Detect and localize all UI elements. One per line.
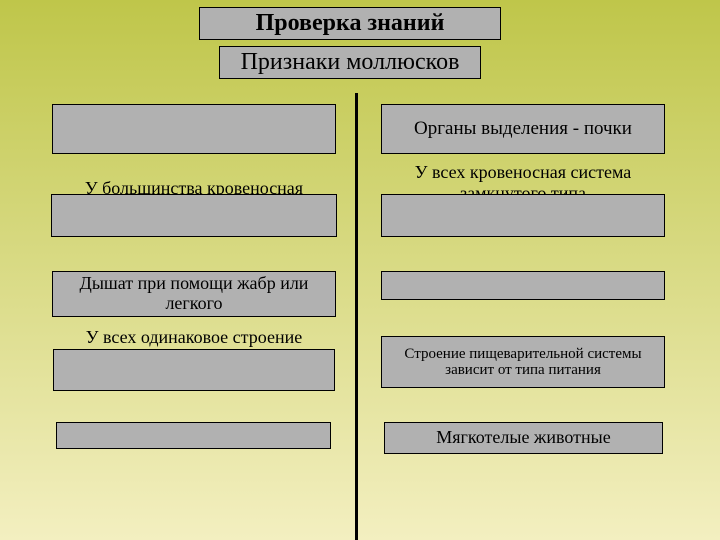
left-box-3 — [53, 349, 335, 391]
right-box-text-0: Органы выделения - почки — [414, 119, 632, 140]
center-divider — [355, 93, 358, 540]
stage: Проверка знаний Признаки моллюсков У бол… — [0, 0, 720, 540]
right-box-text-3: Строение пищеварительной системы зависит… — [388, 346, 658, 379]
right-box-text-4: Мягкотелые животные — [436, 428, 610, 448]
left-box-1 — [51, 194, 337, 237]
left-box-2: Дышат при помощи жабр или легкого — [52, 271, 336, 317]
right-box-4: Мягкотелые животные — [384, 422, 663, 454]
left-box-text-2: Дышат при помощи жабр или легкого — [59, 274, 329, 314]
subtitle-text: Признаки моллюсков — [241, 49, 460, 75]
right-box-3: Строение пищеварительной системы зависит… — [381, 336, 665, 388]
title-box: Проверка знаний — [199, 7, 501, 40]
right-box-1 — [381, 194, 665, 237]
right-box-2 — [381, 271, 665, 300]
left-box-4 — [56, 422, 331, 449]
subtitle-box: Признаки моллюсков — [219, 46, 481, 79]
title-text: Проверка знаний — [256, 10, 445, 36]
left-box-0 — [52, 104, 336, 154]
right-box-0: Органы выделения - почки — [381, 104, 665, 154]
